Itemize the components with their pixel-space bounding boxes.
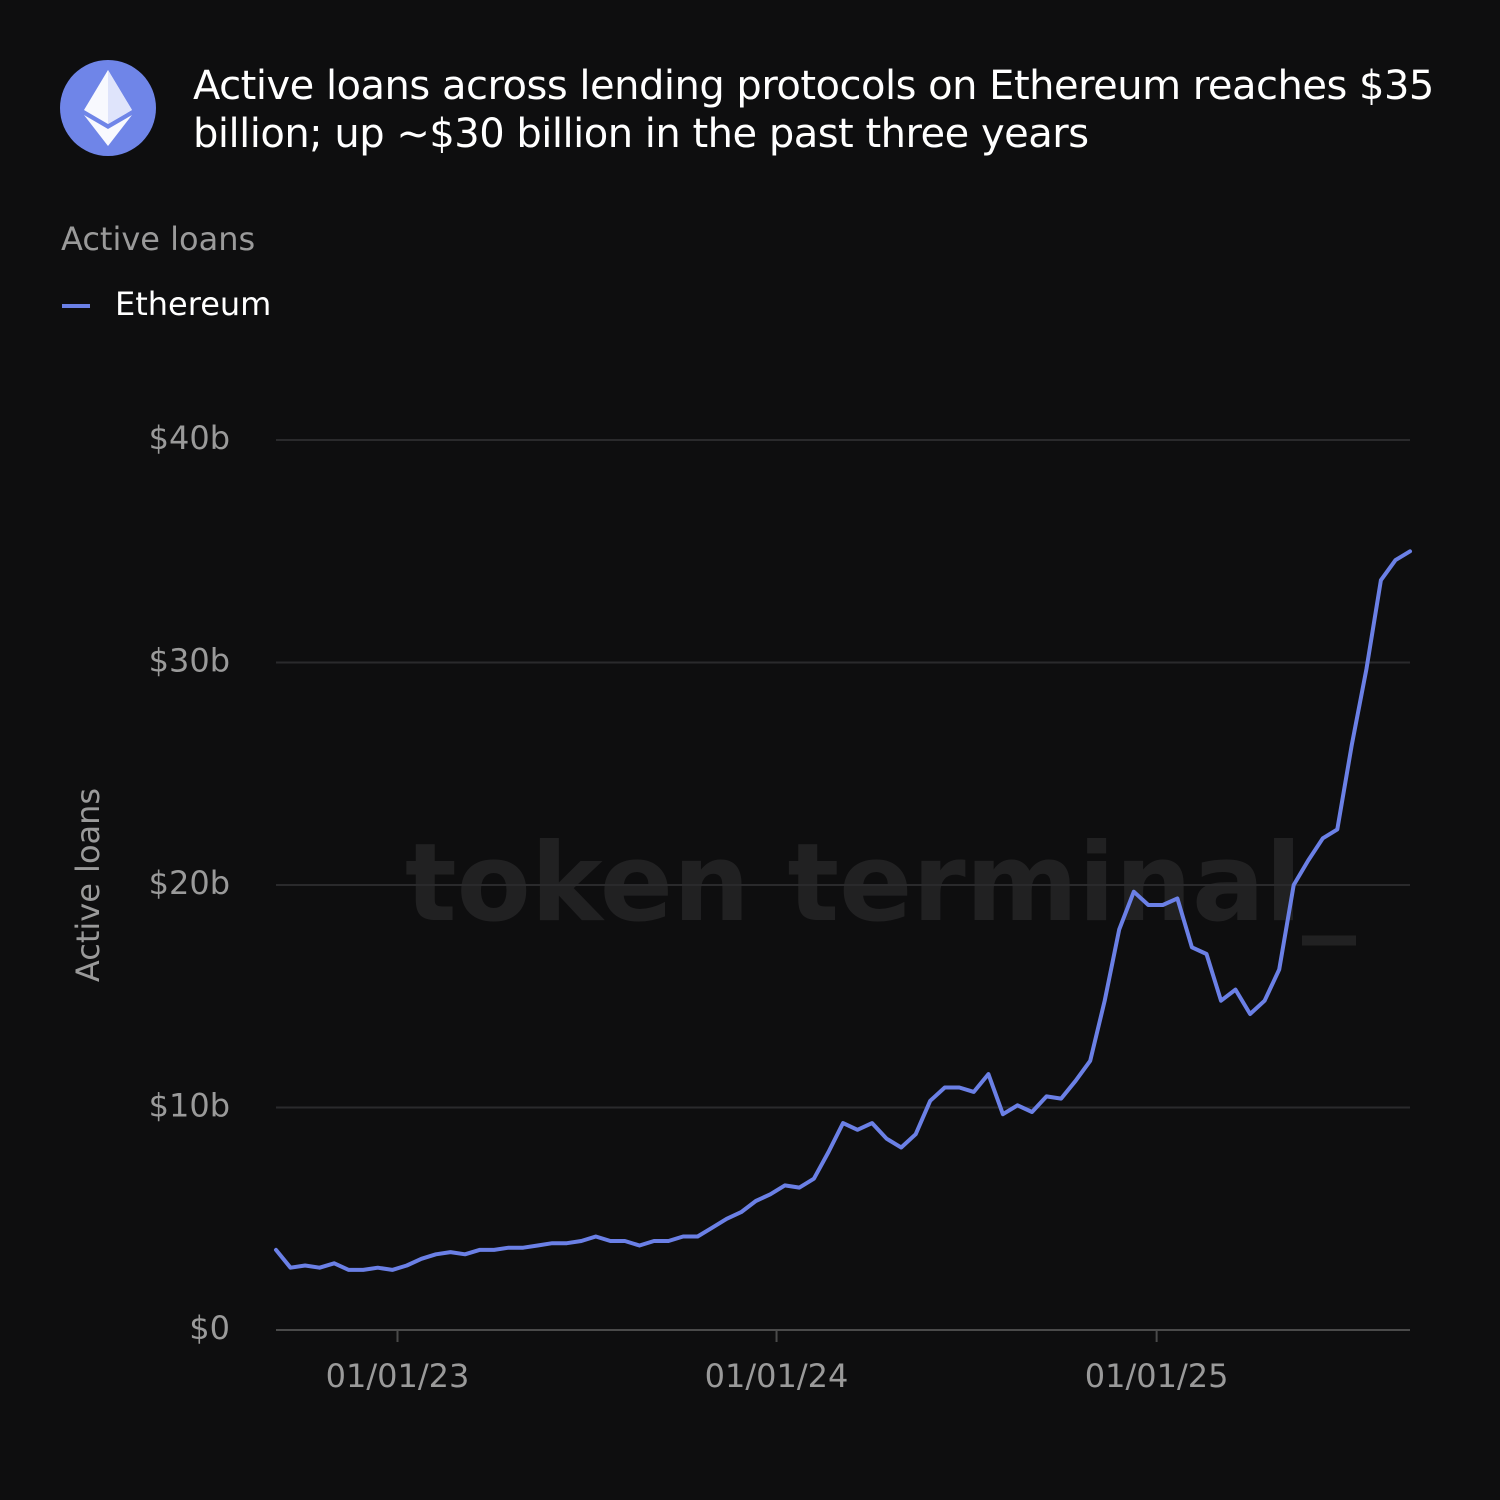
y-tick-label: $20b — [149, 864, 230, 902]
legend-label: Ethereum — [115, 285, 271, 323]
y-tick-label: $40b — [149, 419, 230, 457]
watermark: token terminal_ — [405, 821, 1356, 946]
y-tick-label: $30b — [149, 642, 230, 680]
x-tick-label: 01/01/25 — [1085, 1357, 1229, 1395]
x-tick-label: 01/01/24 — [705, 1357, 849, 1395]
y-tick-label: $10b — [149, 1087, 230, 1125]
y-tick-label: $0 — [189, 1309, 230, 1347]
eth-logo — [60, 60, 156, 156]
subtitle: Active loans — [61, 220, 255, 258]
series-line — [274, 549, 1412, 1272]
x-tick-label: 01/01/23 — [326, 1357, 470, 1395]
chart-title: Active loans across lending protocols on… — [193, 63, 1434, 157]
y-axis-label: Active loans — [69, 788, 107, 982]
